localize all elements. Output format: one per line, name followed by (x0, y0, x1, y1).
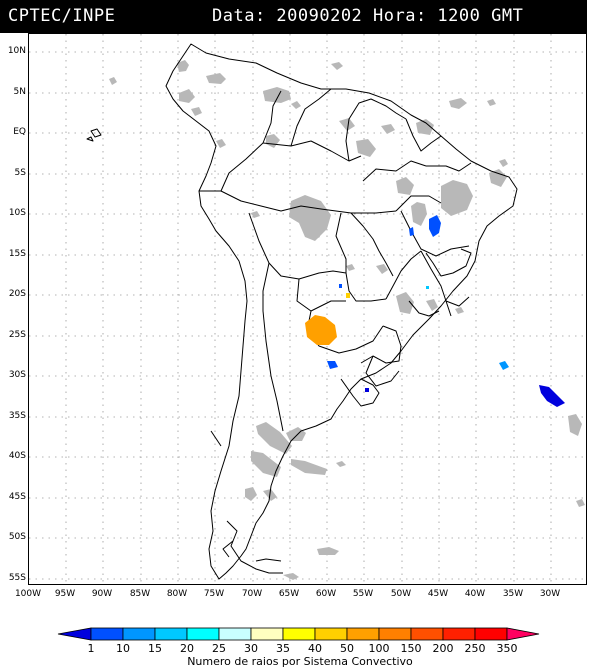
lat-label-20s: 20S (8, 289, 26, 299)
convective-system-blue-3 (327, 361, 338, 369)
lat-label-5n: 5N (13, 87, 26, 97)
lon-label-80w: 80W (166, 589, 188, 599)
source-label: CPTEC/INPE (8, 6, 116, 26)
legend-value: 200 (432, 642, 454, 655)
legend-color-cell (122, 627, 156, 641)
convective-system-yellow (346, 293, 350, 298)
datetime-label: Data: 20090202 Hora: 1200 GMT (212, 6, 524, 26)
lon-label-50w: 50W (390, 589, 412, 599)
legend-value: 15 (148, 642, 162, 655)
convective-system-orange (305, 315, 337, 345)
lat-label-10n: 10N (7, 46, 26, 56)
map-frame[interactable] (28, 33, 587, 585)
lat-label-10s: 10S (8, 208, 26, 218)
legend-color-cell (442, 627, 476, 641)
legend-value: 20 (180, 642, 194, 655)
convective-system-blue-2 (409, 227, 414, 236)
lat-label-25s: 25S (8, 330, 26, 340)
cloud-cover (109, 60, 585, 580)
grid-lines (29, 34, 586, 584)
legend-colorbar (57, 627, 540, 641)
legend-title: Numero de raios por Sistema Convectivo (187, 655, 413, 668)
lat-label-30s: 30S (8, 370, 26, 380)
legend-value: 25 (212, 642, 226, 655)
lon-label-75w: 75W (203, 589, 225, 599)
legend-value: 40 (308, 642, 322, 655)
convective-system-cyan (426, 286, 429, 289)
legend-value: 350 (496, 642, 518, 655)
lat-label-35s: 35S (8, 411, 26, 421)
legend-value: 50 (340, 642, 354, 655)
lon-label-40w: 40W (464, 589, 486, 599)
legend-color-cell (90, 627, 124, 641)
legend-color-cell (506, 627, 540, 641)
legend-color-cell (154, 627, 188, 641)
legend-color-cell (474, 627, 508, 641)
legend-color-cell (218, 627, 252, 641)
legend-color-cell (314, 627, 348, 641)
convective-system-blue-4 (499, 361, 509, 370)
legend-color-cell (57, 627, 92, 641)
lon-label-70w: 70W (241, 589, 263, 599)
lon-label-95w: 95W (54, 589, 76, 599)
convective-systems (305, 215, 565, 407)
lat-label-45s: 45S (8, 492, 26, 502)
convective-system-blue-6 (365, 388, 369, 392)
lat-label-55s: 55S (8, 573, 26, 583)
legend-value: 35 (276, 642, 290, 655)
lon-label-35w: 35W (502, 589, 524, 599)
lat-label-40s: 40S (8, 451, 26, 461)
map-canvas (29, 34, 586, 584)
legend-color-cell (346, 627, 380, 641)
convective-system-blue-1 (429, 215, 441, 237)
lat-label-eq: EQ (13, 127, 26, 137)
lon-label-45w: 45W (427, 589, 449, 599)
legend-value: 10 (116, 642, 130, 655)
legend-value: 250 (464, 642, 486, 655)
legend-color-cell (282, 627, 316, 641)
legend-value: 150 (400, 642, 422, 655)
country-borders (86, 43, 518, 580)
convective-system-blue-7 (339, 284, 342, 288)
lon-label-55w: 55W (352, 589, 374, 599)
lon-label-100w: 100W (14, 589, 42, 599)
lon-label-30w: 30W (539, 589, 561, 599)
lat-label-5s: 5S (14, 168, 26, 178)
map-header: CPTEC/INPE Data: 20090202 Hora: 1200 GMT (0, 0, 587, 33)
lat-label-15s: 15S (8, 249, 26, 259)
legend-color-cell (186, 627, 220, 641)
legend-value: 1 (87, 642, 95, 655)
convective-system-blue-5 (539, 385, 565, 407)
legend-color-cell (250, 627, 284, 641)
legend-color-cell (410, 627, 444, 641)
legend-value: 30 (244, 642, 258, 655)
lon-label-85w: 85W (129, 589, 151, 599)
legend-value: 100 (368, 642, 390, 655)
legend-color-cell (378, 627, 412, 641)
lon-label-65w: 65W (278, 589, 300, 599)
lat-label-50s: 50S (8, 532, 26, 542)
lon-label-90w: 90W (91, 589, 113, 599)
lon-label-60w: 60W (315, 589, 337, 599)
